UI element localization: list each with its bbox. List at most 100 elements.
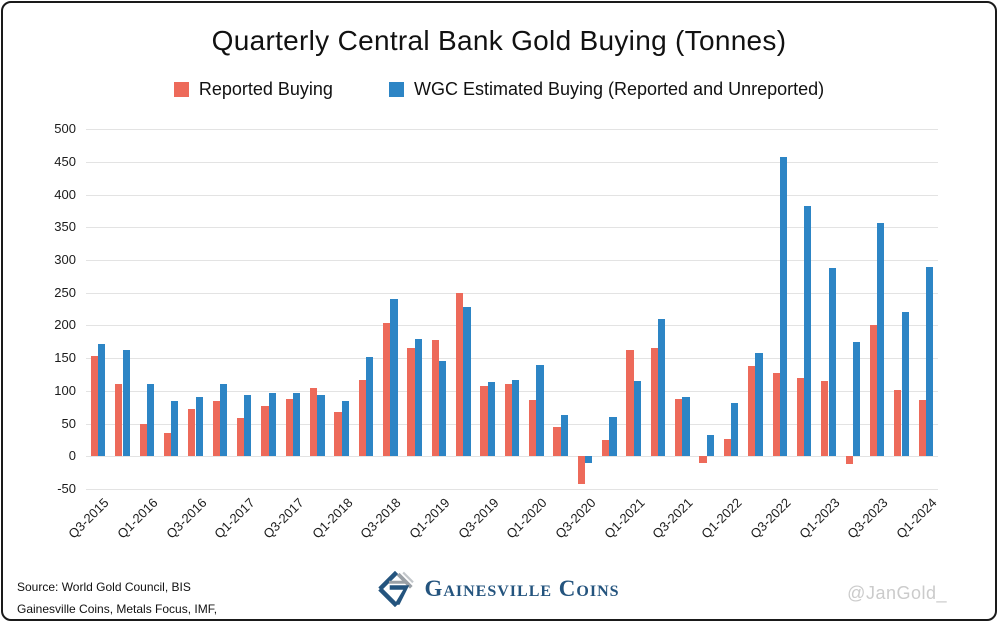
watermark-handle: @JanGold_ [847, 583, 947, 603]
bar-wgc-Q4-2020 [609, 417, 617, 457]
bar-wgc-Q1-2019 [439, 360, 447, 457]
legend-item-wgc: WGC Estimated Buying (Reported and Unrep… [388, 79, 825, 100]
bar-reported-Q4-2018 [407, 347, 415, 457]
bar-reported-Q1-2019 [431, 340, 439, 457]
bar-reported-Q2-2022 [748, 365, 756, 457]
bar-reported-Q3-2016 [188, 409, 196, 457]
chart-title: Quarterly Central Bank Gold Buying (Tonn… [211, 25, 787, 56]
bar-wgc-Q1-2023 [828, 268, 836, 457]
bar-wgc-Q4-2021 [706, 434, 714, 457]
bar-wgc-Q1-2020 [536, 364, 544, 457]
bar-wgc-Q3-2021 [682, 397, 690, 457]
legend: Reported Buying WGC Estimated Buying (Re… [3, 79, 995, 100]
bar-wgc-Q3-2016 [195, 397, 203, 457]
gridline-400 [86, 194, 938, 196]
bar-reported-Q4-2020 [602, 439, 610, 457]
bar-reported-Q4-2022 [796, 377, 805, 457]
bar-wgc-Q3-2017 [292, 392, 301, 457]
bar-wgc-Q2-2022 [755, 352, 763, 457]
bar-reported-Q4-2015 [115, 384, 123, 457]
y-axis-tick-label: 400 [54, 186, 76, 202]
brand-name: Gainesville Coins [424, 576, 620, 601]
bar-wgc-Q3-2015 [98, 343, 106, 457]
y-axis-tick-label: 250 [54, 284, 76, 300]
bar-reported-Q1-2022 [723, 439, 732, 457]
x-axis-tick-label: Q1-2023 [795, 495, 843, 542]
bar-reported-Q4-2017 [310, 387, 318, 457]
bar-wgc-Q1-2016 [146, 384, 155, 457]
bar-reported-Q1-2023 [821, 381, 829, 457]
gridline-200 [86, 325, 938, 327]
y-axis-tick-label: 0 [68, 448, 76, 464]
bar-wgc-Q1-2022 [731, 402, 739, 457]
bar-wgc-Q2-2020 [560, 415, 568, 457]
x-axis-tick-label: Q3-2017 [260, 495, 307, 542]
bar-wgc-Q4-2016 [219, 383, 228, 457]
bar-reported-Q1-2020 [529, 400, 537, 457]
legend-item-reported: Reported Buying [173, 79, 333, 100]
bar-wgc-Q3-2023 [877, 222, 885, 457]
x-axis-tick-label: Q1-2024 [893, 495, 940, 542]
bar-reported-Q3-2015 [90, 355, 99, 457]
bar-reported-Q4-2016 [212, 401, 220, 457]
bar-reported-Q3-2021 [675, 399, 683, 457]
gridline-150 [86, 358, 938, 360]
bar-wgc-Q1-2018 [341, 400, 349, 457]
y-axis-tick-label: 500 [54, 121, 76, 136]
bar-wgc-Q3-2018 [390, 298, 398, 457]
source-note: Source: World Gold Council, BIS Gainesvi… [17, 577, 217, 619]
legend-swatch-wgc [388, 82, 404, 97]
bar-wgc-Q3-2020 [585, 456, 593, 463]
y-axis-tick-label: 150 [54, 350, 76, 366]
bar-wgc-Q4-2023 [901, 312, 909, 457]
bar-reported-Q4-2019 [504, 384, 512, 457]
bar-reported-Q2-2017 [261, 405, 269, 457]
bar-wgc-Q1-2017 [244, 395, 252, 457]
bar-wgc-Q1-2024 [925, 266, 934, 457]
bar-wgc-Q3-2019 [487, 382, 495, 457]
bar-reported-Q2-2018 [358, 379, 366, 457]
y-axis-tick-label: 350 [54, 219, 76, 235]
bar-wgc-Q4-2018 [414, 339, 422, 457]
bar-wgc-Q2-2023 [852, 342, 861, 457]
bar-reported-Q3-2018 [383, 323, 391, 457]
bar-wgc-Q3-2022 [779, 156, 788, 457]
bar-reported-Q2-2016 [163, 432, 172, 457]
gridline-0 [86, 456, 938, 458]
bar-wgc-Q2-2017 [268, 392, 276, 457]
bar-reported-Q1-2017 [236, 418, 245, 457]
bar-reported-Q1-2016 [139, 423, 147, 457]
bar-wgc-Q4-2019 [512, 379, 520, 457]
bar-reported-Q2-2021 [650, 348, 659, 457]
bar-wgc-Q1-2021 [633, 381, 641, 457]
bar-reported-Q4-2021 [699, 456, 707, 464]
legend-label-wgc: WGC Estimated Buying (Reported and Unrep… [413, 79, 825, 99]
gridline--50 [86, 489, 938, 490]
bar-wgc-Q4-2022 [804, 206, 812, 457]
y-axis-tick-label: 50 [61, 415, 76, 431]
bar-reported-Q2-2023 [845, 456, 853, 465]
bar-reported-Q3-2023 [869, 325, 878, 457]
y-axis-tick-label: 200 [54, 317, 76, 333]
legend-swatch-reported [173, 82, 189, 97]
bar-reported-Q4-2023 [894, 389, 902, 457]
bar-reported-Q3-2020 [577, 456, 585, 484]
bar-wgc-Q2-2021 [658, 318, 666, 457]
brand-footer: Gainesville Coins [378, 571, 619, 607]
bar-reported-Q3-2019 [480, 386, 488, 457]
gridline-450 [86, 161, 938, 163]
bar-wgc-Q4-2015 [122, 350, 130, 457]
bar-reported-Q3-2022 [772, 372, 780, 457]
y-axis-tick-label: 450 [54, 153, 76, 169]
bar-wgc-Q4-2017 [317, 394, 325, 457]
bar-chart-plot-area: 500 450 400 350 300 250 200 150 100 50 0 -50 Q3-2015… [3, 116, 995, 568]
y-axis-tick-label: 300 [54, 251, 76, 267]
y-axis-tick-label: -50 [57, 481, 76, 496]
gainesville-coins-logo [378, 571, 414, 607]
bar-reported-Q2-2020 [553, 426, 561, 457]
gridline-350 [86, 227, 938, 229]
y-axis-tick-label: 100 [54, 382, 76, 398]
bar-wgc-Q2-2016 [171, 400, 179, 457]
x-axis-tick-label: Q1-2022 [698, 495, 745, 542]
